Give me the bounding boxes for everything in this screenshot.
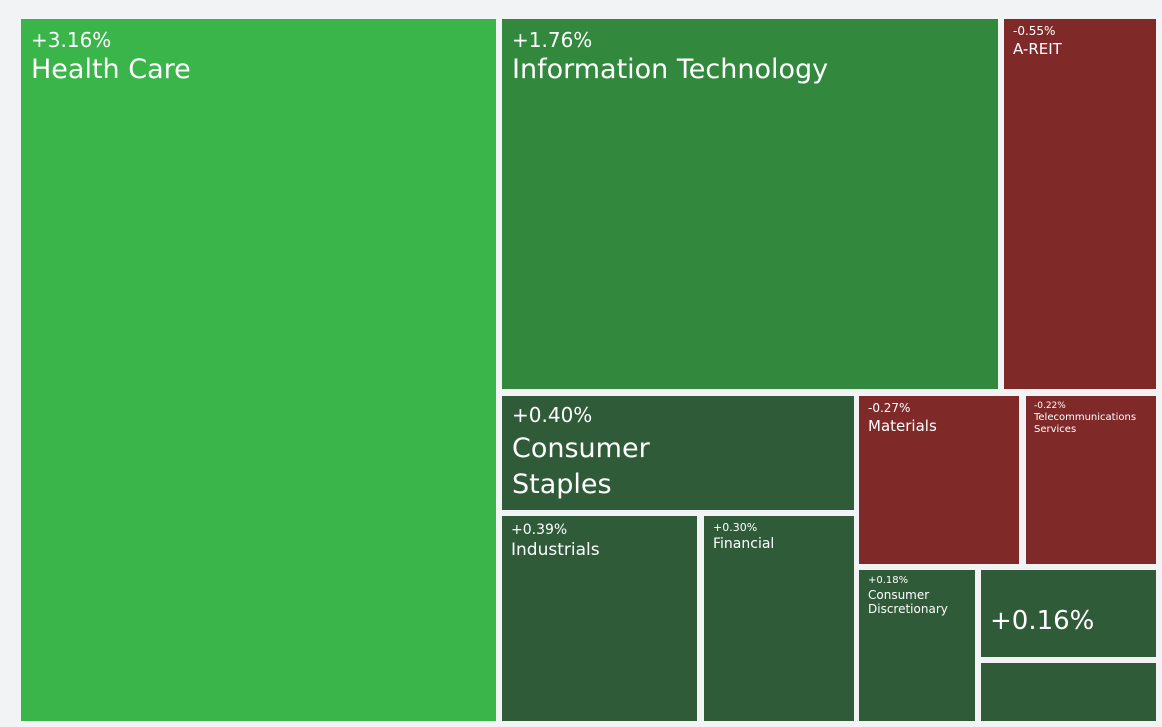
tile-change-label: +0.39% bbox=[511, 522, 568, 538]
tile-name-label: A-REIT bbox=[1013, 40, 1062, 58]
tile-change-label: -0.55% bbox=[1013, 24, 1056, 38]
tile-name-label: Materials bbox=[868, 417, 937, 435]
tile-name-label: Consumer Discretionary bbox=[868, 588, 948, 617]
tile-change-label: +0.40% bbox=[512, 403, 593, 427]
tile-name-label: Health Care bbox=[31, 54, 191, 85]
tile-name-label: Industrials bbox=[511, 540, 600, 560]
tile-change-label: -0.27% bbox=[868, 401, 911, 415]
tile-change-label: +0.18% bbox=[868, 575, 909, 586]
tile-health-care[interactable]: +3.16% Health Care bbox=[21, 19, 496, 721]
tile-name-label: Consumer Staples bbox=[512, 433, 650, 501]
tile-materials[interactable]: -0.27% Materials bbox=[859, 396, 1019, 564]
tile-consumer-discretionary[interactable]: +0.18% Consumer Discretionary bbox=[859, 570, 975, 721]
tile-name-label: Information Technology bbox=[512, 54, 829, 85]
tile-change-label: +0.16% bbox=[990, 606, 1095, 636]
tile-name-label: Telecommunications Services bbox=[1034, 412, 1137, 435]
tile-financial[interactable]: +0.30% Financial bbox=[704, 516, 854, 721]
tile-name-label: Financial bbox=[713, 536, 775, 552]
tile-unnamed-sector[interactable]: +0.16% bbox=[981, 570, 1156, 657]
tile-change-label: +0.30% bbox=[713, 521, 758, 534]
tile-consumer-staples[interactable]: +0.40% Consumer Staples bbox=[502, 396, 854, 510]
tile-industrials[interactable]: +0.39% Industrials bbox=[502, 516, 697, 721]
tile-information-technology[interactable]: +1.76% Information Technology bbox=[502, 19, 998, 389]
tile-change-label: +3.16% bbox=[31, 28, 112, 52]
tile-telecommunications-services[interactable]: -0.22% Telecommunications Services bbox=[1026, 396, 1156, 564]
tile-change-label: -0.22% bbox=[1034, 401, 1066, 411]
tile-small-sector[interactable] bbox=[981, 663, 1156, 721]
tile-change-label: +1.76% bbox=[512, 28, 593, 52]
tile-a-reit[interactable]: -0.55% A-REIT bbox=[1004, 19, 1156, 389]
